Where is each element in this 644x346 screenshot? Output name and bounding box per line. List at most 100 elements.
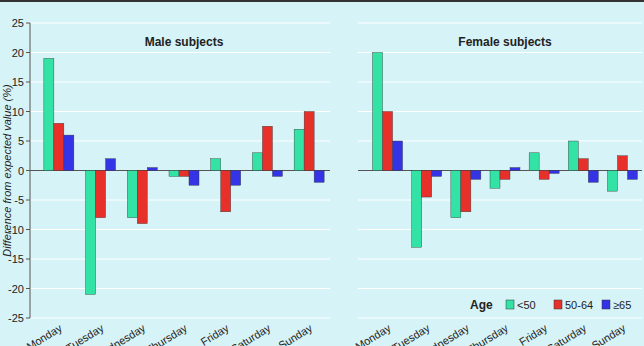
x-tick-label: Friday: [198, 321, 231, 346]
y-tick-label: -25: [8, 312, 24, 324]
y-tick: [26, 170, 30, 171]
bar: [179, 171, 189, 177]
grid-line: [358, 288, 642, 289]
y-tick-label: -5: [14, 194, 24, 206]
x-tick-label: Thursday: [144, 321, 190, 346]
legend-label: <50: [517, 299, 536, 311]
x-tick-label: Thursday: [465, 321, 511, 346]
bar: [490, 171, 500, 189]
bar: [383, 112, 393, 171]
y-tick: [26, 229, 30, 230]
bar: [627, 171, 637, 180]
bar: [44, 58, 54, 170]
bar: [127, 171, 137, 218]
bar: [304, 112, 314, 171]
bar: [314, 171, 324, 183]
legend-label: 50-64: [565, 299, 593, 311]
bar: [64, 135, 74, 170]
bar: [461, 171, 471, 212]
grid-line: [30, 200, 330, 201]
x-tick-label: Sunday: [276, 321, 314, 346]
x-tick-label: Tuesday: [64, 321, 106, 346]
grid-line: [30, 52, 330, 53]
bar: [137, 171, 147, 224]
y-tick-label: 25: [12, 17, 24, 29]
background: [0, 0, 644, 346]
grid-line: [30, 259, 330, 260]
y-tick-label: -20: [8, 283, 24, 295]
grid-line: [30, 318, 330, 319]
grid-line: [358, 82, 642, 83]
bar: [568, 141, 578, 171]
grid-line: [358, 111, 642, 112]
bar: [510, 168, 520, 171]
bar: [96, 171, 106, 218]
x-tick-label: Sunday: [589, 321, 627, 346]
panel-title: Male subjects: [145, 35, 224, 49]
bar: [422, 171, 432, 198]
grid-line: [30, 288, 330, 289]
legend-swatch: [602, 300, 610, 309]
bar: [231, 171, 241, 186]
grid-line: [30, 141, 330, 142]
grid-line: [358, 318, 642, 319]
y-tick: [26, 52, 30, 53]
bar: [106, 159, 116, 171]
bar: [500, 171, 510, 180]
bar: [539, 171, 549, 180]
bar: [588, 171, 598, 183]
panel-title: Female subjects: [458, 35, 552, 49]
bar: [54, 123, 64, 170]
bar: [262, 126, 272, 170]
bar: [529, 153, 539, 171]
x-tick-label: Friday: [517, 321, 550, 346]
y-tick: [26, 141, 30, 142]
grid-line: [30, 229, 330, 230]
bar: [272, 171, 282, 177]
y-tick: [26, 82, 30, 83]
y-tick: [26, 318, 30, 319]
bar: [393, 141, 403, 171]
x-tick-label: Monday: [24, 321, 64, 346]
legend-title: Age: [470, 298, 493, 312]
grid-line: [358, 229, 642, 230]
chart: -25-20-15-10-50510152025Difference from …: [0, 0, 644, 346]
grid-line: [358, 259, 642, 260]
bar: [252, 153, 262, 171]
bar: [189, 171, 199, 186]
y-tick-label: 5: [18, 135, 24, 147]
grid-line: [358, 52, 642, 53]
y-tick-label: 15: [12, 76, 24, 88]
bar: [169, 171, 179, 177]
y-tick: [26, 200, 30, 201]
x-tick-label: Wednesday: [92, 321, 148, 346]
bar: [147, 168, 157, 171]
legend-swatch: [506, 300, 514, 309]
bar: [471, 171, 481, 180]
bars: [44, 58, 324, 294]
y-tick-label: 10: [12, 106, 24, 118]
y-tick: [26, 259, 30, 260]
x-tick-label: Wednesday: [415, 321, 471, 346]
bar: [221, 171, 231, 212]
y-tick-label: 0: [18, 165, 24, 177]
y-tick: [26, 111, 30, 112]
bars: [373, 53, 638, 248]
y-tick-label: 20: [12, 47, 24, 59]
bar: [549, 171, 559, 174]
grid-line: [30, 82, 330, 83]
legend-swatch: [554, 300, 562, 309]
bar: [294, 129, 304, 170]
top-rule: [0, 0, 644, 2]
y-tick: [26, 288, 30, 289]
bar: [578, 159, 588, 171]
bar: [617, 156, 627, 171]
x-tick-label: Monday: [353, 321, 393, 346]
grid-line: [358, 200, 642, 201]
bar: [607, 171, 617, 192]
bar: [211, 159, 221, 171]
bar: [412, 171, 422, 248]
y-axis-label: Difference from expected value (%): [1, 84, 13, 257]
y-tick: [26, 23, 30, 24]
bar: [86, 171, 96, 295]
